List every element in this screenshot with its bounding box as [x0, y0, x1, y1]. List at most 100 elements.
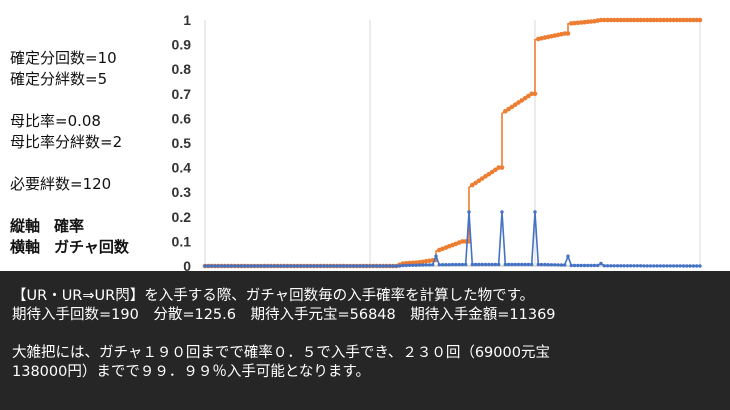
- series-1-point: [229, 264, 234, 268]
- series-0-point: [476, 178, 482, 183]
- series-1-point: [325, 264, 329, 268]
- series-1-point: [272, 264, 276, 268]
- series-1-point: [530, 262, 534, 267]
- series-1-point: [612, 264, 616, 268]
- series-1-point: [615, 264, 620, 268]
- series-0-point: [532, 91, 538, 97]
- series-1-point: [681, 264, 686, 268]
- series-1-point: [655, 264, 659, 268]
- series-1-point: [658, 264, 663, 268]
- series-0-point: [628, 17, 633, 23]
- series-1-point: [675, 264, 679, 268]
- series-0-point: [565, 31, 571, 36]
- series-0-point: [506, 106, 511, 112]
- series-1-point: [500, 210, 504, 214]
- series-1-point: [246, 264, 250, 268]
- series-0-point: [681, 17, 686, 23]
- series-1-point: [312, 264, 316, 268]
- series-0-point: [644, 17, 650, 23]
- series-1-point: [632, 264, 636, 268]
- series-0-point: [615, 17, 620, 23]
- series-1-point: [549, 263, 554, 267]
- series-1-point: [345, 264, 349, 268]
- series-1-point: [559, 263, 564, 267]
- series-1-point: [648, 264, 653, 268]
- y-tick-label: 0.9: [172, 37, 192, 53]
- series-0-point: [522, 95, 528, 101]
- series-0-point: [489, 169, 495, 175]
- series-1-point: [421, 263, 425, 267]
- series-0-point: [697, 17, 703, 23]
- series-1-point: [338, 264, 342, 268]
- series-1-point: [516, 262, 521, 267]
- series-0-point: [529, 91, 534, 97]
- series-1-point: [589, 263, 593, 268]
- series-1-point: [470, 262, 474, 267]
- series-1-point: [381, 264, 385, 268]
- series-1-point: [447, 263, 451, 267]
- parameter-panel: 確定分回数=10 確定分絆数=5 母比率=0.08 母比率分絆数=2 必要絆数=…: [10, 48, 180, 258]
- series-0-point: [638, 17, 643, 23]
- series-1-point: [503, 262, 507, 267]
- series-1-point: [510, 262, 514, 267]
- series-1-point: [427, 263, 432, 267]
- series-0-point: [588, 19, 594, 24]
- series-1-point: [572, 263, 577, 268]
- series-1-point: [292, 264, 296, 268]
- series-1-point: [371, 264, 375, 268]
- series-1-point: [520, 262, 524, 267]
- series-1-point: [569, 263, 573, 268]
- y-tick-label: 0.5: [172, 135, 192, 151]
- series-1-point: [454, 262, 458, 267]
- y-tick-label: 0.6: [172, 110, 192, 126]
- series-0-point: [493, 167, 498, 173]
- series-1-point: [599, 261, 603, 266]
- series-1-point: [668, 264, 672, 268]
- series-0-point: [460, 239, 465, 244]
- y-tick-label: 0.3: [172, 184, 192, 200]
- series-1-point: [642, 264, 646, 268]
- series-0-point: [585, 19, 591, 25]
- series-1-point: [308, 264, 313, 268]
- series-0-point: [479, 176, 485, 181]
- series-1-point: [299, 264, 303, 268]
- axis-note-x-value: ガチャ回数: [54, 238, 129, 256]
- series-1-point: [391, 264, 395, 268]
- series-1-point: [332, 264, 336, 268]
- y-tick-label: 0.1: [172, 233, 192, 249]
- series-1-point: [596, 263, 600, 268]
- series-1-point: [629, 264, 633, 268]
- series-1-point: [348, 264, 352, 268]
- series-1-point: [602, 264, 606, 268]
- series-1-point: [417, 263, 422, 267]
- y-tick-label: 0.7: [172, 86, 192, 102]
- series-0-point: [661, 17, 666, 23]
- series-0-point: [621, 17, 627, 23]
- series-1-point: [411, 263, 415, 267]
- series-1-point: [394, 264, 399, 268]
- y-tick-label: 0.2: [172, 209, 192, 225]
- series-1-point: [483, 262, 488, 267]
- series-1-point: [678, 264, 682, 268]
- series-1-point: [252, 264, 257, 268]
- param-guaranteed-pulls: 確定分回数=10: [10, 49, 117, 67]
- series-0-line: [205, 19, 700, 267]
- series-0-point: [572, 20, 577, 26]
- series-1-point: [553, 263, 557, 267]
- series-0-point: [519, 98, 525, 103]
- series-1-point: [242, 264, 247, 268]
- series-1-point: [322, 264, 326, 268]
- series-1-point: [556, 263, 560, 267]
- series-0-point: [473, 180, 478, 186]
- series-1-point: [685, 264, 689, 268]
- series-1-point: [592, 263, 597, 268]
- series-0-point: [526, 93, 531, 99]
- series-1-point: [398, 264, 402, 268]
- series-0-point: [631, 17, 637, 23]
- series-1-point: [490, 262, 494, 267]
- series-1-point: [368, 264, 372, 268]
- series-0-point: [483, 174, 488, 179]
- series-1-point: [450, 262, 455, 267]
- axis-note-x-key: 横軸: [10, 238, 41, 256]
- series-1-point: [295, 264, 300, 268]
